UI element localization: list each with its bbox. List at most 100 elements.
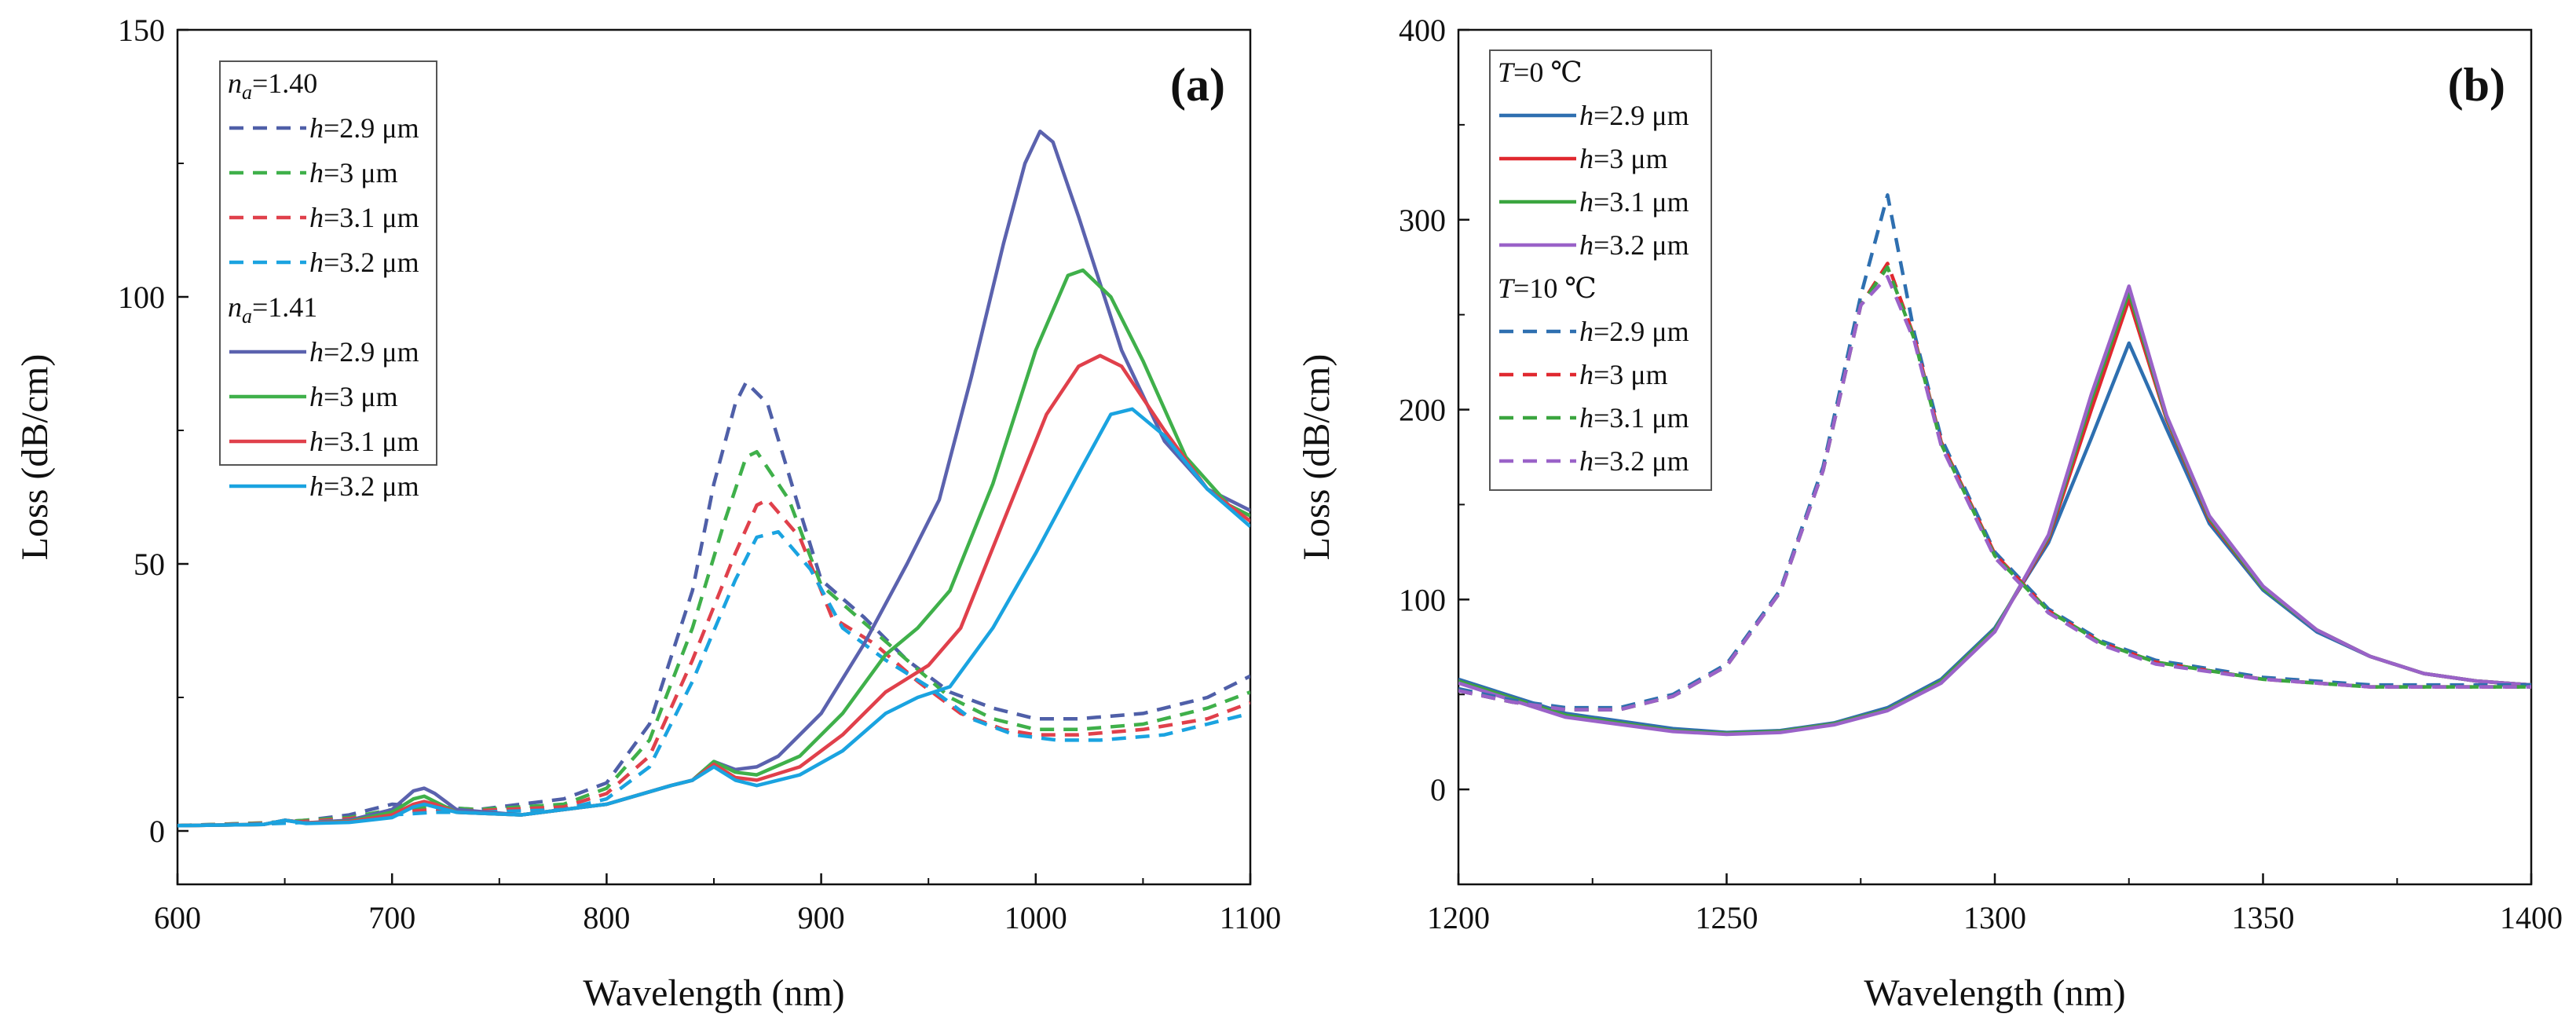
panel-a-x-tick-label: 600 (154, 900, 201, 935)
panel-b-legend-entry-label: h=3 μm (1579, 143, 1668, 174)
panel-a-series-3-dashed-line (177, 529, 1250, 828)
panel-a-y-tick-label: 100 (118, 280, 165, 315)
panel-a-legend-entry-var: h (309, 381, 324, 412)
panel-b-legend-entry-label: h=3.1 μm (1579, 402, 1689, 434)
panel-b-legend-group-var: T (1498, 57, 1516, 88)
panel-b-ticks: 1200 1250 1300 1350 1400 0 100 200 300 400 (1399, 13, 2563, 935)
panel-b-legend-entry-value: =3.2 μm (1594, 229, 1689, 261)
panel-b-tag: (b) (2448, 59, 2505, 111)
panel-b-legend-entry-var: h (1579, 229, 1594, 261)
panel-b-legend-group-var: T (1498, 273, 1516, 304)
panel-a-legend-group-value: =1.40 (252, 68, 317, 99)
panel-b-y-tick-label: 0 (1430, 772, 1446, 807)
panel-a-x-tick-label: 700 (368, 900, 415, 935)
panel-a-y-tick-label: 0 (149, 814, 165, 849)
panel-a-series-1-dashed-line (177, 449, 1250, 828)
panel-b-legend-entry-var: h (1579, 359, 1594, 390)
panel-a-legend-group-value: =1.41 (252, 291, 317, 323)
panel-b-legend-entry-label: h=3 μm (1579, 359, 1668, 390)
panel-a-x-tick-label: 900 (798, 900, 845, 935)
panel-a-legend-entry-var: h (309, 157, 324, 188)
panel-a-tag: (a) (1170, 59, 1225, 111)
panel-a-legend-entry-label: h=3 μm (309, 381, 398, 412)
panel-b-y-tick-label: 200 (1399, 393, 1446, 428)
panel-a-legend-entry-value: =3.2 μm (324, 247, 419, 278)
panel-b-legend-entry-value: =3.1 μm (1594, 186, 1689, 218)
panel-a-legend-entry-label: h=3.1 μm (309, 426, 419, 457)
panel-a-legend-group-var: n (228, 68, 242, 99)
panel-a-legend-entry-label: h=3 μm (309, 157, 398, 188)
panel-b-legend-entry-label: h=3.2 μm (1579, 229, 1689, 261)
panel-a-y-tick-label: 50 (134, 547, 165, 582)
panel-b: 1200 1250 1300 1350 1400 0 100 200 300 400 Wavele… (1296, 13, 2563, 1014)
panel-a-legend-entry-label: h=3.2 μm (309, 247, 419, 278)
panel-a-legend-group-title: na=1.41 (228, 291, 317, 328)
panel-b-legend-entry-label: h=3.1 μm (1579, 186, 1689, 218)
panel-b-legend-entry-value: =3 μm (1594, 143, 1668, 174)
panel-a-series-layer (177, 129, 1250, 828)
panel-a-series-4-solid-line (177, 129, 1250, 828)
panel-b-legend-group-value: =0 ℃ (1513, 57, 1583, 88)
panel-b-legend-group-title: T=0 ℃ (1498, 57, 1583, 88)
panel-a-legend-entry-value: =3.2 μm (324, 470, 419, 502)
panel-a-series-2-dashed-line (177, 498, 1250, 828)
panel-b-legend-entry-value: =3.1 μm (1594, 402, 1689, 434)
panel-a-legend-entry-value: =3 μm (324, 157, 398, 188)
panel-b-legend-entry-value: =2.9 μm (1594, 316, 1689, 347)
panel-a-legend-group-var: n (228, 291, 242, 323)
panel-a-y-tick-label: 150 (118, 13, 165, 48)
panel-a: 600 700 800 900 1000 1100 0 50 100 150 Wavelength… (14, 13, 1281, 1014)
panel-b-x-tick-label: 1200 (1427, 900, 1490, 935)
panel-b-legend-entry-value: =3.2 μm (1594, 445, 1689, 477)
panel-a-legend-entry-label: h=2.9 μm (309, 112, 419, 144)
panel-a-legend-entry-value: =3 μm (324, 381, 398, 412)
panel-a-x-axis-label: Wavelength (nm) (583, 972, 844, 1014)
panel-b-legend-group-value: =10 ℃ (1513, 273, 1597, 304)
panel-b-series-layer (1458, 193, 2531, 737)
panel-b-x-axis-label: Wavelength (nm) (1864, 972, 2125, 1014)
panel-b-legend-group-title: T=10 ℃ (1498, 273, 1597, 304)
panel-a-legend-entry-value: =2.9 μm (324, 112, 419, 144)
panel-a-legend-entry-var: h (309, 336, 324, 368)
panel-b-x-tick-label: 1250 (1696, 900, 1758, 935)
panel-b-legend-entry-label: h=2.9 μm (1579, 100, 1689, 131)
panel-a-legend-entry-value: =2.9 μm (324, 336, 419, 368)
panel-a-x-tick-label: 1000 (1004, 900, 1067, 935)
panel-b-legend-entry-value: =2.9 μm (1594, 100, 1689, 131)
panel-b-series-3-solid-line (1458, 284, 2531, 737)
panel-b-y-tick-label: 300 (1399, 203, 1446, 238)
panel-b-legend-entry-var: h (1579, 402, 1594, 434)
panel-a-series-5-solid-line (177, 268, 1250, 828)
panel-b-legend-entry-var: h (1579, 316, 1594, 347)
panel-b-series-7-dashed-line (1458, 275, 2531, 712)
panel-b-x-tick-label: 1300 (1963, 900, 2026, 935)
panel-a-x-tick-label: 800 (583, 900, 630, 935)
panel-b-legend-entry-var: h (1579, 143, 1594, 174)
panel-b-series-6-dashed-line (1458, 265, 2531, 712)
panel-a-legend-entry-var: h (309, 112, 324, 144)
panel-a-legend-entry-label: h=2.9 μm (309, 336, 419, 368)
panel-b-series-5-dashed-line (1458, 262, 2531, 712)
panel-a-legend-entry-var: h (309, 426, 324, 457)
panel-b-legend-entry-label: h=3.2 μm (1579, 445, 1689, 477)
panel-a-x-tick-label: 1100 (1220, 900, 1282, 935)
panel-a-legend-entry-value: =3.1 μm (324, 426, 419, 457)
panel-b-legend-entry-value: =3 μm (1594, 359, 1668, 390)
panel-a-series-6-solid-line (177, 353, 1250, 828)
panel-b-y-tick-label: 100 (1399, 582, 1446, 617)
panel-a-legend-entry-label: h=3.1 μm (309, 202, 419, 233)
panel-b-y-axis-label: Loss (dB/cm) (1296, 354, 1337, 561)
panel-a-ticks: 600 700 800 900 1000 1100 0 50 100 150 (118, 13, 1281, 935)
panel-b-legend-entry-var: h (1579, 445, 1594, 477)
panel-b-legend: T=0 ℃h=2.9 μmh=3 μmh=3.1 μmh=3.2 μmT=10 … (1489, 49, 1712, 491)
panel-b-legend-entry-var: h (1579, 186, 1594, 218)
panel-a-legend-entry-var: h (309, 470, 324, 502)
panel-b-x-tick-label: 1350 (2232, 900, 2295, 935)
panel-a-legend-group-sub: a (242, 81, 252, 104)
panel-a-legend-entry-label: h=3.2 μm (309, 470, 419, 502)
panel-b-legend-entry-var: h (1579, 100, 1594, 131)
panel-b-y-tick-label: 400 (1399, 13, 1446, 48)
panel-a-y-axis-label: Loss (dB/cm) (14, 354, 56, 561)
panel-a-legend-entry-var: h (309, 247, 324, 278)
